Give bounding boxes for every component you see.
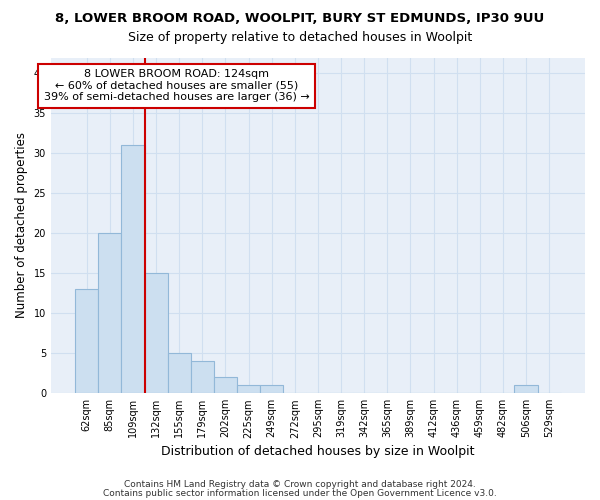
X-axis label: Distribution of detached houses by size in Woolpit: Distribution of detached houses by size … [161,444,475,458]
Bar [98,234,121,393]
Bar [75,290,98,393]
Text: Contains public sector information licensed under the Open Government Licence v3: Contains public sector information licen… [103,488,497,498]
Bar [191,361,214,393]
Bar [214,377,237,393]
Text: Size of property relative to detached houses in Woolpit: Size of property relative to detached ho… [128,31,472,44]
Bar [260,385,283,393]
Bar [145,274,167,393]
Text: 8, LOWER BROOM ROAD, WOOLPIT, BURY ST EDMUNDS, IP30 9UU: 8, LOWER BROOM ROAD, WOOLPIT, BURY ST ED… [55,12,545,26]
Text: Contains HM Land Registry data © Crown copyright and database right 2024.: Contains HM Land Registry data © Crown c… [124,480,476,489]
Text: 8 LOWER BROOM ROAD: 124sqm
← 60% of detached houses are smaller (55)
39% of semi: 8 LOWER BROOM ROAD: 124sqm ← 60% of deta… [44,69,310,102]
Bar [514,385,538,393]
Y-axis label: Number of detached properties: Number of detached properties [15,132,28,318]
Bar [167,353,191,393]
Bar [121,146,145,393]
Bar [237,385,260,393]
